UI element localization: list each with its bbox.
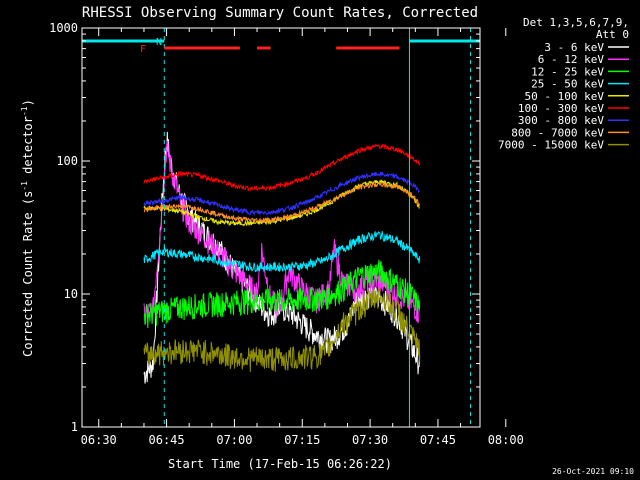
x-tick-label: 07:15 bbox=[284, 433, 320, 447]
legend-entry: 3 - 6 keV bbox=[544, 41, 604, 54]
legend-entry: 6 - 12 keV bbox=[538, 53, 605, 66]
flag-label-f: F bbox=[140, 44, 146, 55]
flag-bar-n bbox=[409, 39, 480, 43]
series-line bbox=[143, 180, 421, 224]
plot-frame bbox=[81, 27, 481, 428]
legend-entry: 50 - 100 keV bbox=[525, 90, 605, 103]
flag-bar-f bbox=[336, 46, 400, 50]
x-tick-label: 06:30 bbox=[81, 433, 117, 447]
chart-title: RHESSI Observing Summary Count Rates, Co… bbox=[82, 5, 478, 21]
timestamp: 26-Oct-2021 09:10 bbox=[552, 467, 634, 476]
x-tick-label: 07:30 bbox=[352, 433, 388, 447]
series-line bbox=[143, 143, 421, 192]
flag-label-n: N bbox=[156, 37, 162, 48]
series-line bbox=[143, 140, 421, 325]
legend-entry: 800 - 7000 keV bbox=[511, 126, 604, 139]
legend-entry: 12 - 25 keV bbox=[531, 65, 604, 78]
flag-bar-n bbox=[82, 39, 165, 43]
y-axis-label-sup2: -1 bbox=[20, 106, 29, 116]
x-axis-label: Start Time (17-Feb-15 06:26:22) bbox=[168, 457, 392, 471]
x-tick-label: 06:45 bbox=[149, 433, 185, 447]
x-tick-label: 08:00 bbox=[488, 433, 524, 447]
detectors-label: Det 1,3,5,6,7,9, bbox=[523, 16, 629, 29]
legend-entry: 300 - 800 keV bbox=[518, 114, 604, 127]
legend-entry: 100 - 300 keV bbox=[518, 102, 604, 115]
legend-entry: 7000 - 15000 keV bbox=[498, 139, 604, 152]
y-axis-label-end: ) bbox=[21, 99, 35, 106]
x-tick-label: 07:45 bbox=[420, 433, 456, 447]
y-axis-label-main: Corrected Count Rate (s bbox=[21, 191, 35, 357]
y-axis-label-sup1: -1 bbox=[20, 181, 29, 191]
series-line bbox=[143, 285, 421, 372]
legend-entry: 25 - 50 keV bbox=[531, 78, 604, 91]
y-tick-label: 100 bbox=[56, 154, 78, 168]
series-line bbox=[143, 231, 421, 273]
series-line bbox=[143, 259, 421, 329]
flag-bars: FN bbox=[82, 37, 480, 55]
attenuator-label: Att 0 bbox=[596, 28, 629, 41]
y-tick-label: 1 bbox=[71, 420, 78, 434]
flag-bar-f bbox=[164, 46, 240, 50]
y-axis-label-mid: detector bbox=[21, 116, 35, 181]
flag-bar-f bbox=[257, 46, 271, 50]
x-axis: 06:30 06:45 07:00 07:15 07:30 07:45 08:00 bbox=[81, 28, 524, 447]
x-tick-label: 07:00 bbox=[216, 433, 252, 447]
y-tick-label: 10 bbox=[64, 287, 78, 301]
series-lines bbox=[143, 131, 421, 384]
y-axis-label: Corrected Count Rate (s-1 detector-1) bbox=[20, 99, 35, 357]
y-tick-label: 1000 bbox=[49, 21, 78, 35]
y-axis: 1 10 100 1000 bbox=[49, 21, 480, 434]
series-line bbox=[143, 171, 420, 217]
